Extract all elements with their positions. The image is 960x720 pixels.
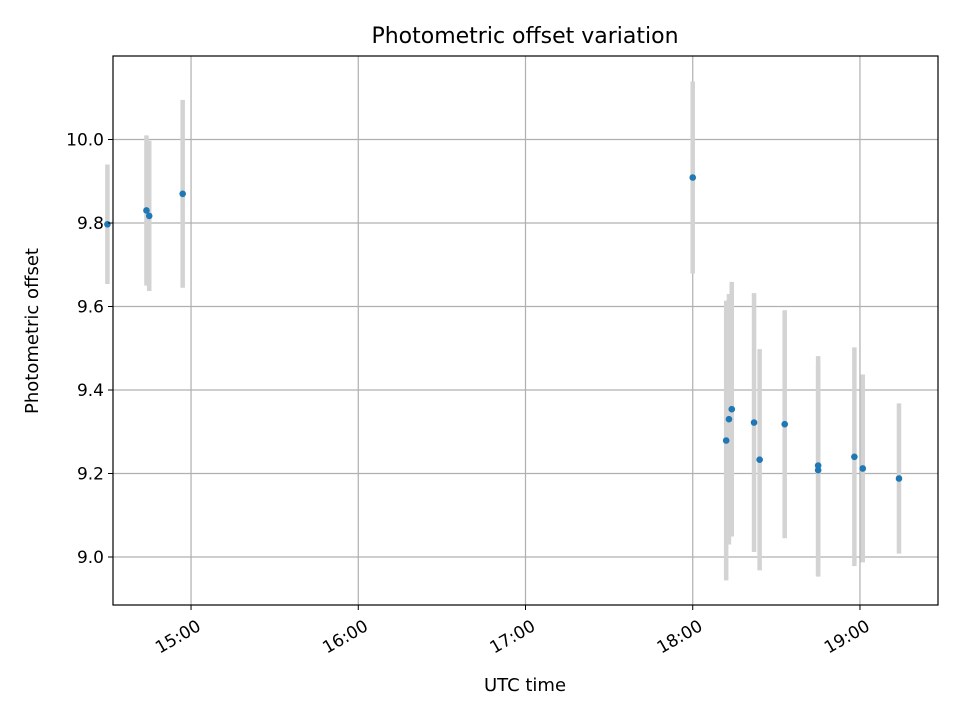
data-point — [851, 453, 858, 461]
errorbar-layer — [105, 81, 902, 581]
y-tick-label: 9.4 — [77, 381, 104, 401]
y-tick-label: 9.8 — [77, 214, 104, 234]
data-point — [859, 465, 867, 472]
data-point — [179, 190, 186, 198]
y-tick-label: 10.0 — [66, 130, 104, 150]
data-point — [895, 475, 903, 482]
data-point — [722, 437, 730, 444]
data-point — [725, 415, 733, 423]
y-axis-label: Photometric offset — [22, 248, 43, 414]
data-point — [814, 462, 822, 469]
data-point — [143, 207, 150, 214]
data-point — [728, 405, 736, 413]
data-point — [750, 419, 758, 426]
y-tick-label: 9.0 — [77, 548, 104, 568]
x-tick-label: 15:00 — [152, 616, 204, 658]
point-layer — [104, 174, 903, 482]
x-tick-label: 17:00 — [487, 616, 539, 658]
data-point — [814, 466, 822, 474]
data-point — [104, 220, 111, 228]
grid-layer — [113, 56, 938, 605]
data-point — [689, 174, 697, 181]
y-tick-label: 9.2 — [77, 464, 104, 484]
x-tick-label: 18:00 — [654, 616, 706, 658]
x-tick-label: 16:00 — [319, 616, 371, 658]
x-tick-label: 19:00 — [821, 616, 873, 658]
data-point — [781, 420, 789, 428]
y-tick-label: 9.6 — [77, 297, 104, 317]
chart-title: Photometric offset variation — [371, 24, 678, 49]
x-axis-label: UTC time — [484, 675, 566, 696]
data-point — [145, 212, 153, 220]
data-point — [756, 456, 763, 464]
